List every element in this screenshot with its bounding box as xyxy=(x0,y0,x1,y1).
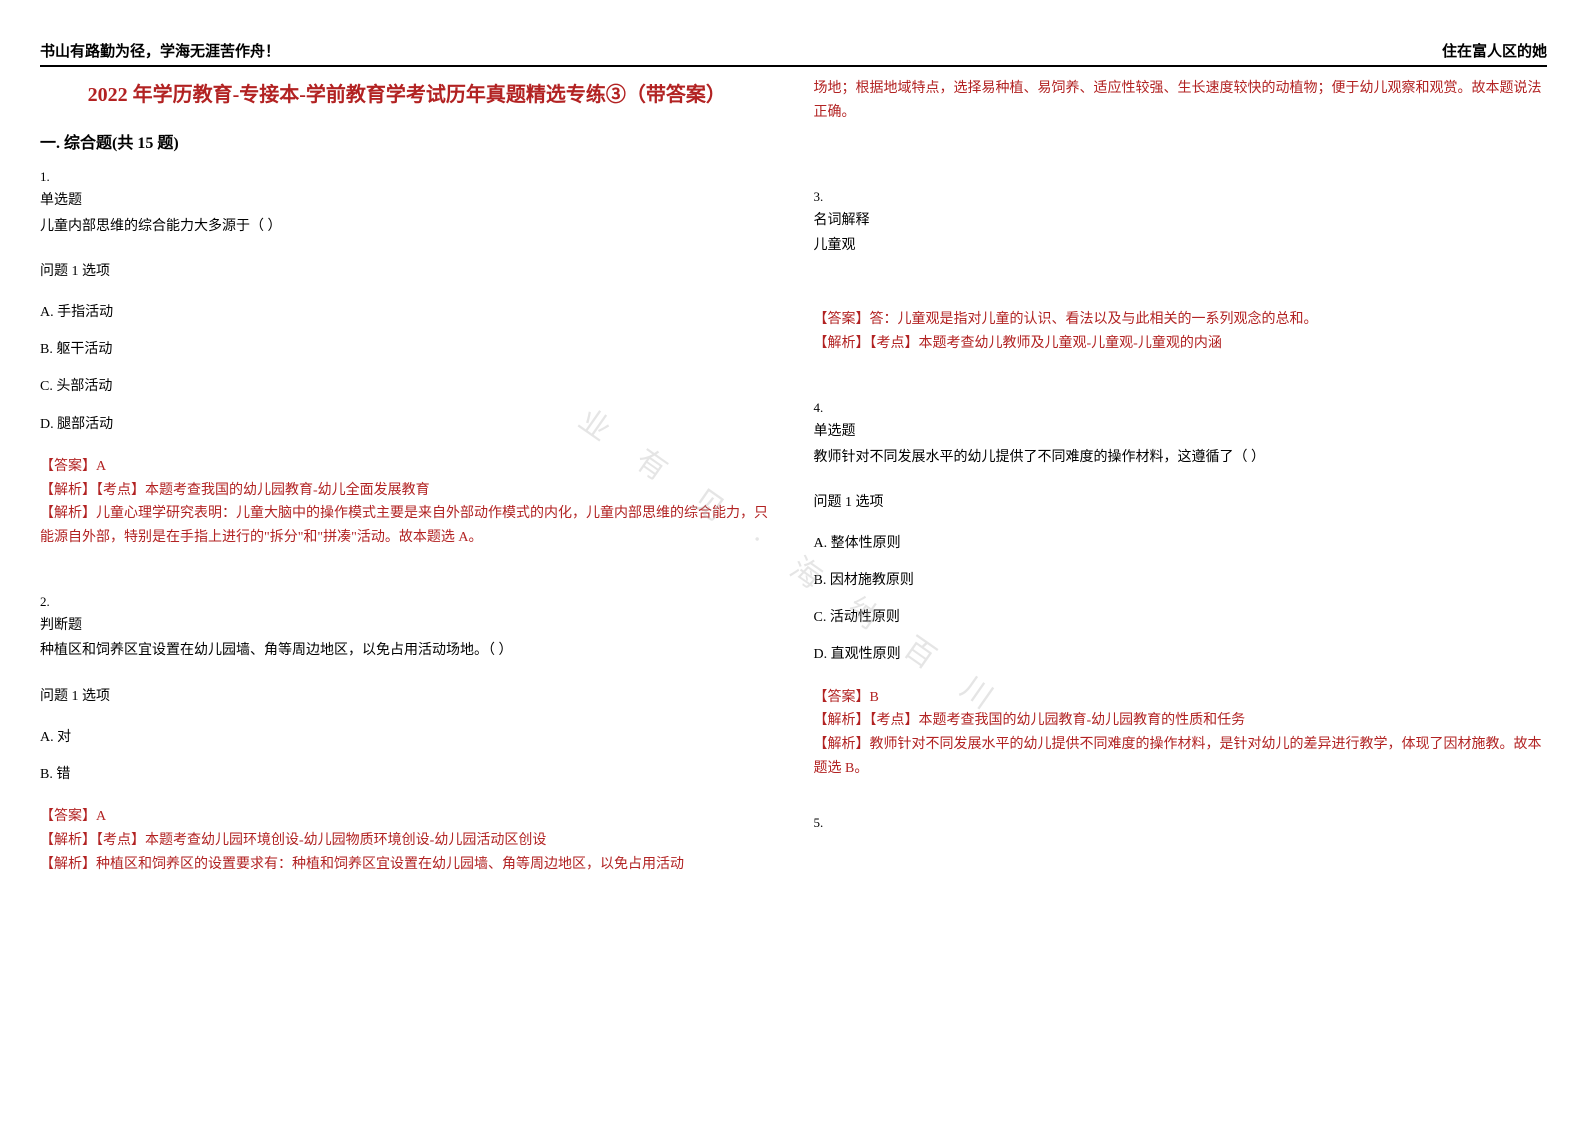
section-heading: 一. 综合题(共 15 题) xyxy=(40,129,774,153)
question-5: 5. xyxy=(814,811,1548,834)
q4-explanation-1: 【解析】【考点】本题考查我国的幼儿园教育-幼儿园教育的性质和任务 xyxy=(814,709,1548,733)
q4-answer-block: 【答案】B 【解析】【考点】本题考查我国的幼儿园教育-幼儿园教育的性质和任务 【… xyxy=(814,686,1548,781)
q3-answer-block: 【答案】答：儿童观是指对儿童的认识、看法以及与此相关的一系列观念的总和。 【解析… xyxy=(814,308,1548,356)
q4-stem: 教师针对不同发展水平的幼儿提供了不同难度的操作材料，这遵循了（ ） xyxy=(814,445,1548,470)
q2-type: 判断题 xyxy=(40,613,774,638)
q3-explanation-1: 【解析】【考点】本题考查幼儿教师及儿童观-儿童观-儿童观的内涵 xyxy=(814,332,1548,356)
q1-stem: 儿童内部思维的综合能力大多源于（ ） xyxy=(40,214,774,239)
q3-answer: 【答案】答：儿童观是指对儿童的认识、看法以及与此相关的一系列观念的总和。 xyxy=(814,308,1548,332)
q1-type: 单选题 xyxy=(40,188,774,213)
header-motto-left: 书山有路勤为径，学海无涯苦作舟！ xyxy=(40,40,280,61)
q2-stem: 种植区和饲养区宜设置在幼儿园墙、角等周边地区，以免占用活动场地。（ ） xyxy=(40,638,774,663)
q1-option-b: B. 躯干活动 xyxy=(40,337,774,362)
q4-subq-label: 问题 1 选项 xyxy=(814,490,1548,515)
header-motto-right: 住在富人区的她 xyxy=(1442,40,1547,61)
q3-number: 3. xyxy=(814,185,1548,208)
question-4: 4. 单选题 教师针对不同发展水平的幼儿提供了不同难度的操作材料，这遵循了（ ）… xyxy=(814,396,1548,781)
q3-type: 名词解释 xyxy=(814,208,1548,233)
q4-option-b: B. 因材施教原则 xyxy=(814,568,1548,593)
q1-answer: 【答案】A xyxy=(40,455,774,479)
column-right: 场地；根据地域特点，选择易种植、易饲养、适应性较强、生长速度较快的动植物；便于幼… xyxy=(814,77,1548,905)
q4-explanation-2: 【解析】教师针对不同发展水平的幼儿提供不同难度的操作材料，是针对幼儿的差异进行教… xyxy=(814,733,1548,781)
question-1: 1. 单选题 儿童内部思维的综合能力大多源于（ ） 问题 1 选项 A. 手指活… xyxy=(40,165,774,550)
q5-number: 5. xyxy=(814,811,1548,834)
q2-option-a: A. 对 xyxy=(40,725,774,750)
q2-subq-label: 问题 1 选项 xyxy=(40,684,774,709)
q4-number: 4. xyxy=(814,396,1548,419)
q2-options: A. 对 B. 错 xyxy=(40,725,774,787)
q4-type: 单选题 xyxy=(814,419,1548,444)
q4-options: A. 整体性原则 B. 因材施教原则 C. 活动性原则 D. 直观性原则 xyxy=(814,531,1548,668)
column-left: 2022 年学历教育-专接本-学前教育学考试历年真题精选专练③（带答案） 一. … xyxy=(40,77,774,905)
q1-answer-block: 【答案】A 【解析】【考点】本题考查我国的幼儿园教育-幼儿全面发展教育 【解析】… xyxy=(40,455,774,550)
q4-option-d: D. 直观性原则 xyxy=(814,642,1548,667)
q2-continuation-text: 场地；根据地域特点，选择易种植、易饲养、适应性较强、生长速度较快的动植物；便于幼… xyxy=(814,77,1548,125)
q2-option-b: B. 错 xyxy=(40,762,774,787)
q2-explanation-1: 【解析】【考点】本题考查幼儿园环境创设-幼儿园物质环境创设-幼儿园活动区创设 xyxy=(40,829,774,853)
q2-answer: 【答案】A xyxy=(40,805,774,829)
question-3: 3. 名词解释 儿童观 【答案】答：儿童观是指对儿童的认识、看法以及与此相关的一… xyxy=(814,185,1548,356)
q2-answer-block: 【答案】A 【解析】【考点】本题考查幼儿园环境创设-幼儿园物质环境创设-幼儿园活… xyxy=(40,805,774,876)
q4-option-c: C. 活动性原则 xyxy=(814,605,1548,630)
q1-explanation-1: 【解析】【考点】本题考查我国的幼儿园教育-幼儿全面发展教育 xyxy=(40,479,774,503)
q4-option-a: A. 整体性原则 xyxy=(814,531,1548,556)
q1-subq-label: 问题 1 选项 xyxy=(40,259,774,284)
q2-explanation-2: 【解析】种植区和饲养区的设置要求有：种植和饲养区宜设置在幼儿园墙、角等周边地区，… xyxy=(40,853,774,877)
content-columns: 2022 年学历教育-专接本-学前教育学考试历年真题精选专练③（带答案） 一. … xyxy=(40,77,1547,905)
q2-continuation: 场地；根据地域特点，选择易种植、易饲养、适应性较强、生长速度较快的动植物；便于幼… xyxy=(814,77,1548,125)
q1-number: 1. xyxy=(40,165,774,188)
q1-options: A. 手指活动 B. 躯干活动 C. 头部活动 D. 腿部活动 xyxy=(40,300,774,437)
page-header: 书山有路勤为径，学海无涯苦作舟！ 住在富人区的她 xyxy=(40,40,1547,67)
document-title: 2022 年学历教育-专接本-学前教育学考试历年真题精选专练③（带答案） xyxy=(40,77,774,113)
q1-option-c: C. 头部活动 xyxy=(40,374,774,399)
q4-answer: 【答案】B xyxy=(814,686,1548,710)
question-2: 2. 判断题 种植区和饲养区宜设置在幼儿园墙、角等周边地区，以免占用活动场地。（… xyxy=(40,590,774,877)
q1-option-a: A. 手指活动 xyxy=(40,300,774,325)
q1-option-d: D. 腿部活动 xyxy=(40,412,774,437)
q1-explanation-2: 【解析】儿童心理学研究表明：儿童大脑中的操作模式主要是来自外部动作模式的内化，儿… xyxy=(40,502,774,550)
q3-stem: 儿童观 xyxy=(814,233,1548,258)
q2-number: 2. xyxy=(40,590,774,613)
